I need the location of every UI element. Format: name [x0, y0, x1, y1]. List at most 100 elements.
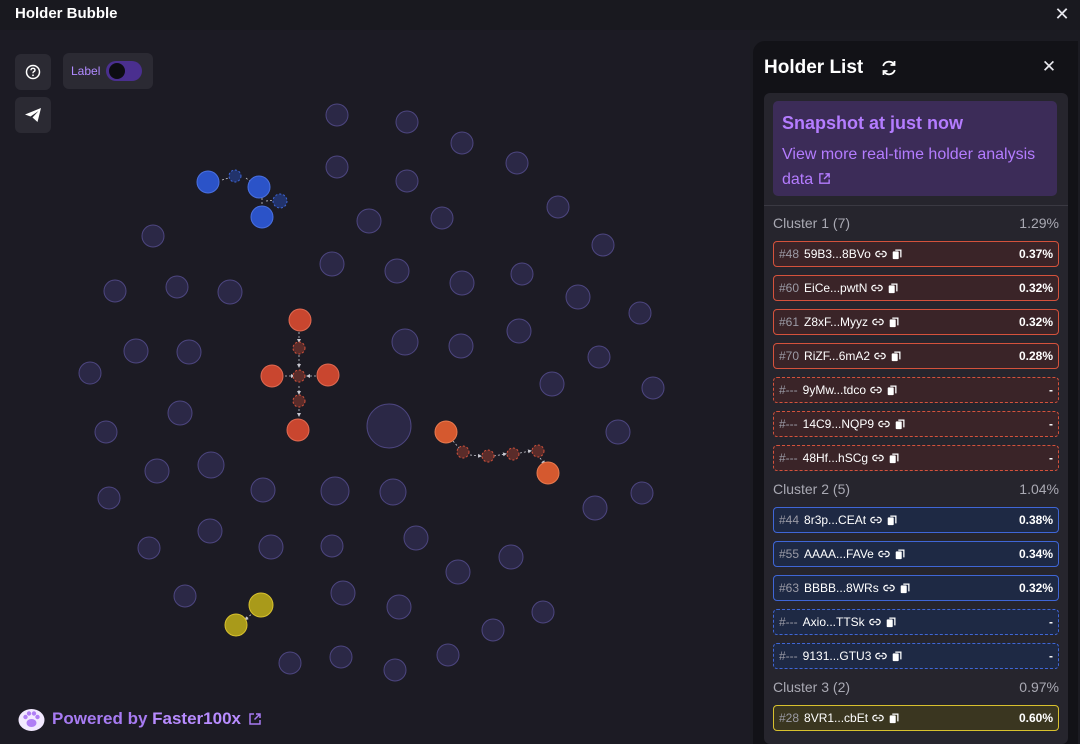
link-icon[interactable] [882, 582, 895, 594]
holder-row[interactable]: #61 Z8xF...Myyz 0.32% [773, 309, 1059, 335]
link-icon[interactable] [875, 248, 887, 260]
holder-bubble[interactable] [403, 525, 429, 551]
cluster2-bubble[interactable] [272, 193, 288, 209]
holder-bubble[interactable] [379, 478, 407, 506]
holder-bubble[interactable] [123, 338, 149, 364]
holder-row[interactable]: #63 BBBB...8WRs 0.32% [773, 575, 1059, 601]
holder-bubble[interactable] [320, 476, 350, 506]
cluster1-bubble[interactable] [481, 449, 495, 463]
holder-bubble[interactable] [605, 419, 631, 445]
holder-bubble[interactable] [546, 195, 570, 219]
copy-icon[interactable] [894, 548, 906, 560]
cluster1-bubble[interactable] [292, 341, 306, 355]
cluster1-bubble[interactable] [531, 444, 545, 458]
holder-row[interactable]: #--- 48Hf...hSCg - [773, 445, 1059, 471]
copy-icon[interactable] [894, 418, 906, 430]
cluster2-bubble[interactable] [228, 169, 242, 183]
holder-bubble[interactable] [258, 534, 284, 560]
copy-icon[interactable] [888, 452, 900, 464]
copy-icon[interactable] [888, 712, 900, 724]
link-icon[interactable] [870, 514, 882, 526]
holder-bubble[interactable] [103, 279, 127, 303]
link-icon[interactable] [874, 350, 886, 362]
holder-bubble[interactable] [97, 486, 121, 510]
snapshot-banner[interactable]: Snapshot at just now View more real-time… [773, 101, 1057, 196]
holder-bubble[interactable] [278, 651, 302, 675]
help-button[interactable] [15, 54, 51, 90]
link-icon[interactable] [872, 452, 884, 464]
link-icon[interactable] [872, 316, 884, 328]
holder-bubble[interactable] [539, 371, 565, 397]
holder-bubble[interactable] [325, 155, 349, 179]
cluster1-bubble[interactable] [292, 394, 306, 408]
copy-icon[interactable] [886, 514, 898, 526]
holder-bubble[interactable] [165, 275, 189, 299]
link-icon[interactable] [871, 282, 884, 294]
holder-row[interactable]: #--- 9yMw...tdco - [773, 377, 1059, 403]
holder-bubble[interactable] [395, 110, 419, 134]
holder-bubble[interactable] [319, 251, 345, 277]
holder-bubble[interactable] [505, 151, 529, 175]
close-panel-icon[interactable]: ✕ [1041, 57, 1057, 76]
cluster1-bubble[interactable] [286, 418, 310, 442]
holder-bubble[interactable] [430, 206, 454, 230]
holder-bubble[interactable] [628, 301, 652, 325]
holder-bubble[interactable] [565, 284, 591, 310]
bubble-map[interactable] [0, 30, 750, 744]
cluster1-bubble[interactable] [288, 308, 312, 332]
holder-bubble[interactable] [481, 618, 505, 642]
link-icon[interactable] [878, 548, 890, 560]
copy-icon[interactable] [891, 248, 903, 260]
holder-bubble[interactable] [176, 339, 202, 365]
holder-row[interactable]: #44 8r3p...CEAt 0.38% [773, 507, 1059, 533]
holder-bubble[interactable] [167, 400, 193, 426]
holder-row[interactable]: #70 RiZF...6mA2 0.28% [773, 343, 1059, 369]
holder-bubble[interactable] [448, 333, 474, 359]
share-telegram-button[interactable] [15, 97, 51, 133]
copy-icon[interactable] [886, 384, 898, 396]
holder-bubble[interactable] [329, 645, 353, 669]
holder-bubble[interactable] [395, 169, 419, 193]
copy-icon[interactable] [888, 316, 900, 328]
link-icon[interactable] [878, 418, 890, 430]
cluster2-bubble[interactable] [250, 205, 274, 229]
cluster1-bubble[interactable] [506, 447, 520, 461]
label-toggle[interactable]: Label [63, 53, 153, 89]
copy-icon[interactable] [887, 282, 899, 294]
holder-row[interactable]: #28 8VR1...cbEt 0.60% [773, 705, 1059, 731]
holder-bubble[interactable] [197, 518, 223, 544]
holder-bubble[interactable] [450, 131, 474, 155]
holder-bubble[interactable] [436, 643, 460, 667]
holder-row[interactable]: #--- 14C9...NQP9 - [773, 411, 1059, 437]
cluster1-bubble[interactable] [456, 445, 470, 459]
link-icon[interactable] [875, 650, 888, 662]
close-window-icon[interactable]: ✕ [1054, 4, 1070, 24]
link-icon[interactable] [868, 616, 881, 628]
cluster2-bubble[interactable] [247, 175, 271, 199]
holder-bubble[interactable] [144, 458, 170, 484]
cluster3-bubble[interactable] [224, 613, 248, 637]
holder-bubble[interactable] [141, 224, 165, 248]
holder-bubble[interactable] [94, 420, 118, 444]
holder-bubble[interactable] [386, 594, 412, 620]
powered-by-link[interactable]: Powered by Faster100x [18, 706, 262, 731]
holder-bubble[interactable] [366, 403, 412, 449]
label-switch[interactable] [106, 61, 143, 81]
holder-bubble[interactable] [391, 328, 419, 356]
cluster1-bubble[interactable] [316, 363, 340, 387]
cluster1-bubble[interactable] [260, 364, 284, 388]
holder-bubble[interactable] [630, 481, 654, 505]
holder-bubble[interactable] [384, 258, 410, 284]
cluster1-bubble[interactable] [292, 369, 306, 383]
holder-bubble[interactable] [582, 495, 608, 521]
holder-bubble[interactable] [173, 584, 197, 608]
holder-bubble[interactable] [445, 559, 471, 585]
holder-row[interactable]: #--- 9131...GTU3 - [773, 643, 1059, 669]
cluster3-bubble[interactable] [248, 592, 274, 618]
holder-bubble[interactable] [587, 345, 611, 369]
holder-bubble[interactable] [78, 361, 102, 385]
holder-bubble[interactable] [531, 600, 555, 624]
holder-list-body[interactable]: Snapshot at just now View more real-time… [764, 93, 1068, 744]
holder-row[interactable]: #48 59B3...8BVo 0.37% [773, 241, 1059, 267]
holder-bubble[interactable] [197, 451, 225, 479]
